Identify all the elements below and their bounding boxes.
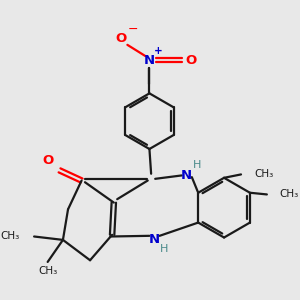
Text: H: H [193, 160, 201, 170]
Text: O: O [43, 154, 54, 167]
Text: N: N [149, 233, 160, 246]
Text: CH₃: CH₃ [1, 232, 20, 242]
Text: H: H [160, 244, 168, 254]
Text: N: N [181, 169, 192, 182]
Text: CH₃: CH₃ [38, 266, 57, 276]
Text: CH₃: CH₃ [254, 169, 273, 179]
Text: O: O [115, 32, 126, 45]
Text: N: N [144, 54, 155, 67]
Text: −: − [127, 23, 138, 36]
Text: CH₃: CH₃ [280, 189, 299, 200]
Text: +: + [154, 46, 162, 56]
Text: O: O [185, 54, 196, 67]
